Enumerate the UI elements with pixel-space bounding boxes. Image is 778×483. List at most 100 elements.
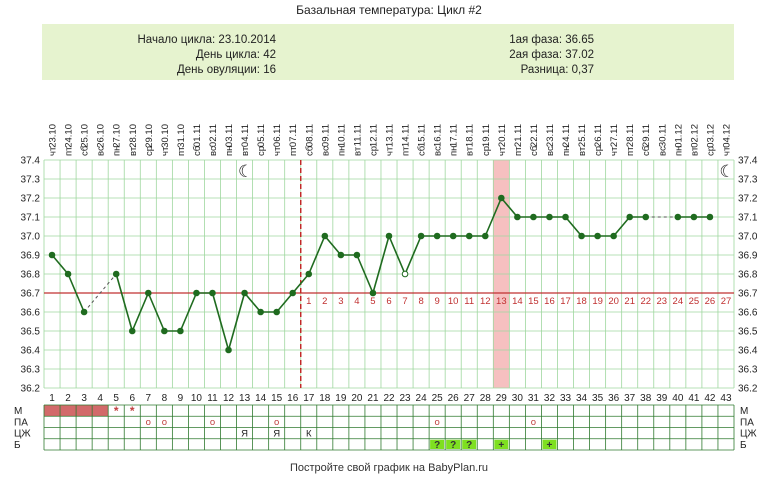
weekday-label: вт xyxy=(689,146,700,156)
date-label: 27.10 xyxy=(112,124,123,148)
date-label: 28.10 xyxy=(128,124,139,148)
day-number: 1 xyxy=(49,393,55,404)
temp-point xyxy=(257,308,264,316)
weekday-label: сб xyxy=(304,145,315,156)
luteal-day-label: 21 xyxy=(624,296,635,307)
cm-mark: Я xyxy=(273,429,280,440)
cm-mark: К xyxy=(306,429,312,440)
date-label: 02.12 xyxy=(689,124,700,148)
temp-point xyxy=(80,308,88,316)
temp-point xyxy=(449,232,457,240)
weekday-label: ср xyxy=(481,146,492,156)
day-number: 32 xyxy=(544,393,556,404)
temp-segment xyxy=(404,235,422,275)
luteal-day-label: 27 xyxy=(721,296,732,307)
menses-cell xyxy=(60,405,77,417)
day-number: 10 xyxy=(191,393,203,404)
luteal-day-label: 13 xyxy=(496,296,507,307)
date-label: 04.12 xyxy=(721,124,732,148)
y-tick-label-left: 36.8 xyxy=(21,270,41,281)
day-number: 18 xyxy=(319,393,331,404)
y-tick-label-right: 36.2 xyxy=(738,384,758,395)
weekday-label: пн xyxy=(561,146,572,156)
date-label: 01.12 xyxy=(673,124,684,148)
test-mark: + xyxy=(498,440,504,451)
day-number: 35 xyxy=(592,393,604,404)
date-label: 20.11 xyxy=(497,124,508,147)
day-number: 38 xyxy=(640,393,652,404)
luteal-day-label: 24 xyxy=(673,296,684,307)
temp-segment xyxy=(484,197,503,237)
pa-mark: o xyxy=(162,417,167,428)
y-tick-label-left: 37.2 xyxy=(21,194,41,205)
temp-point xyxy=(161,327,168,335)
table-row-label-right: ПА xyxy=(740,417,754,428)
weekday-label: чт xyxy=(721,146,732,156)
weekday-label: вс xyxy=(96,146,107,156)
day-number: 28 xyxy=(480,393,492,404)
temp-point xyxy=(241,289,248,297)
temp-point xyxy=(433,232,441,240)
weekday-label: ср xyxy=(705,146,716,156)
y-tick-label-left: 37.3 xyxy=(21,175,41,186)
footer-link[interactable]: Постройте свой график на BabyPlan.ru xyxy=(289,462,489,474)
temp-point xyxy=(369,289,377,297)
weekday-label: пт xyxy=(64,146,75,156)
date-label: 15.11 xyxy=(417,124,428,147)
day-number: 3 xyxy=(81,393,87,404)
temp-point xyxy=(353,251,361,259)
test-cell xyxy=(430,439,445,449)
day-number: 12 xyxy=(223,393,235,404)
temp-segment xyxy=(227,292,246,351)
weekday-label: вс xyxy=(657,146,668,156)
date-label: 19.11 xyxy=(481,124,492,147)
test-cell xyxy=(462,439,477,449)
test-cell xyxy=(494,439,509,449)
luteal-day-label: 15 xyxy=(528,296,539,307)
day-number: 7 xyxy=(146,393,152,404)
luteal-day-label: 22 xyxy=(640,296,651,307)
weekday-label: сб xyxy=(80,145,91,156)
temp-segment xyxy=(292,273,310,294)
temp-point xyxy=(610,232,617,240)
temp-point xyxy=(273,308,280,316)
weekday-label: пн xyxy=(673,146,684,156)
luteal-day-label: 16 xyxy=(544,296,555,307)
luteal-day-label: 20 xyxy=(608,296,619,307)
day-number: 15 xyxy=(271,393,283,404)
day-number: 9 xyxy=(178,393,184,404)
weekday-label: вс xyxy=(208,146,219,156)
temp-segment xyxy=(500,197,518,218)
date-label: 29.10 xyxy=(144,124,155,148)
day-number: 6 xyxy=(129,393,135,404)
pa-mark: o xyxy=(146,417,151,428)
luteal-day-label: 7 xyxy=(402,296,407,307)
temp-segment xyxy=(131,292,150,332)
weekday-label: пн xyxy=(112,146,123,156)
date-label: 24.10 xyxy=(64,124,75,148)
y-tick-label-left: 36.4 xyxy=(21,346,41,357)
luteal-day-label: 12 xyxy=(480,296,491,307)
temp-point xyxy=(337,251,345,259)
moon-icon: ☾ xyxy=(238,162,253,181)
test-cell xyxy=(542,439,557,449)
pa-mark: o xyxy=(274,417,279,428)
day-number: 42 xyxy=(704,393,716,404)
date-label: 21.11 xyxy=(513,124,524,147)
y-tick-label-right: 37.2 xyxy=(738,194,758,205)
y-tick-label-right: 36.3 xyxy=(738,365,758,376)
weekday-label: ср xyxy=(256,146,267,156)
temp-segment xyxy=(243,292,262,313)
y-tick-label-left: 36.6 xyxy=(21,308,41,319)
date-label: 18.11 xyxy=(465,124,476,147)
table-row-label-left: ЦЖ xyxy=(14,429,31,440)
weekday-label: чт xyxy=(609,146,620,156)
temp-point xyxy=(177,327,184,335)
cycle-day: День цикла: 42 xyxy=(195,49,276,61)
weekday-label: вс xyxy=(433,146,444,156)
temp-point xyxy=(481,232,489,240)
temp-point xyxy=(562,213,569,221)
day-number: 41 xyxy=(688,393,700,404)
temp-segment xyxy=(372,235,390,294)
day-number: 37 xyxy=(624,393,636,404)
